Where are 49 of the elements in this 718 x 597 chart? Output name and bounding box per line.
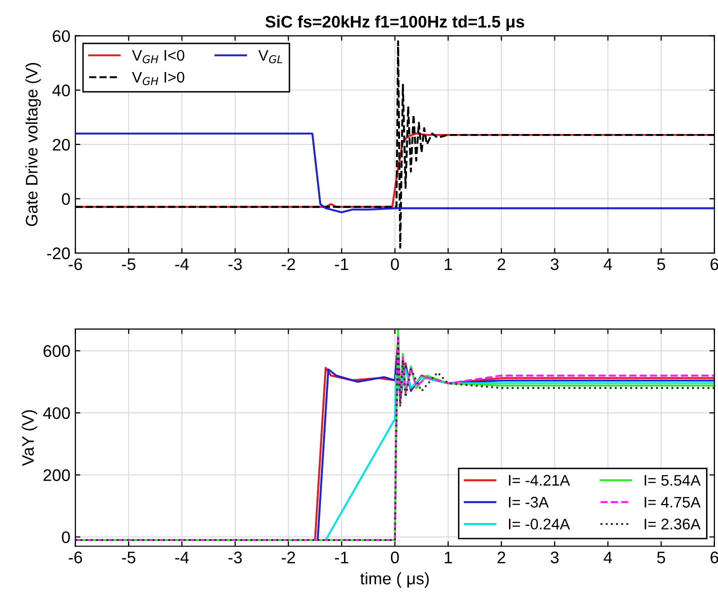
legend-label: I= 2.36A [644, 518, 701, 530]
x-tick-label: -3 [228, 258, 242, 270]
legend-label: I= 4.75A [644, 496, 701, 508]
legend-label: V$_{GH}$ I>0 [132, 72, 184, 86]
x-tick-label: 2 [498, 552, 506, 564]
y-tick-label: 200 [44, 469, 70, 482]
x-tick-label: 6 [710, 258, 718, 270]
legend-label: I= -0.24A [508, 518, 570, 530]
chart-title: SiC fs=20kHz f1=100Hz td=1.5 μs [265, 15, 524, 31]
x-tick-label: -1 [334, 258, 348, 270]
x-tick-label: -3 [228, 552, 242, 564]
y-axis-title: Gate Drive voltage (V) [25, 63, 41, 226]
x-tick-label: 0 [390, 552, 399, 564]
x-tick-label: 4 [604, 258, 612, 270]
x-tick-label: 2 [498, 258, 506, 270]
x-tick-label: -6 [68, 552, 82, 564]
y-tick-label: 0 [62, 531, 70, 544]
x-tick-label: -4 [175, 258, 189, 270]
y-tick-label: -20 [47, 247, 70, 260]
y-axis-title: VaY (V) [22, 410, 38, 466]
legend-label: I= -3A [508, 496, 549, 508]
y-tick-label: 60 [52, 30, 70, 42]
x-tick-label: -2 [282, 258, 295, 270]
y-tick-label: 40 [52, 84, 70, 96]
x-tick-label: -5 [122, 258, 136, 270]
x-tick-label: -1 [334, 552, 348, 564]
legend-label: V$_{GH}$ I<0 [132, 50, 184, 64]
y-tick-label: 20 [52, 138, 70, 151]
x-tick-label: -2 [282, 552, 295, 564]
x-tick-label: -5 [122, 552, 136, 564]
x-tick-label: -4 [175, 552, 189, 564]
x-tick-label: 1 [444, 552, 452, 564]
line-series [75, 40, 714, 249]
legend-label: V$_{GL}$ [258, 50, 282, 64]
x-tick-label: 4 [604, 552, 612, 564]
x-axis-title: time ( μs) [360, 572, 429, 588]
x-tick-label: 0 [390, 258, 399, 270]
y-tick-label: 600 [44, 345, 70, 357]
x-tick-label: 5 [657, 258, 666, 270]
x-tick-label: -6 [68, 258, 82, 270]
x-tick-label: 1 [444, 258, 452, 270]
x-tick-label: 5 [657, 552, 666, 564]
x-tick-label: 6 [710, 552, 718, 564]
y-tick-label: 0 [62, 193, 70, 205]
legend-label: I= -4.21A [508, 474, 570, 486]
y-tick-label: 400 [43, 407, 70, 420]
legend-label: I= 5.54A [644, 475, 701, 486]
x-tick-label: 3 [550, 552, 559, 564]
x-tick-label: 3 [550, 258, 559, 270]
